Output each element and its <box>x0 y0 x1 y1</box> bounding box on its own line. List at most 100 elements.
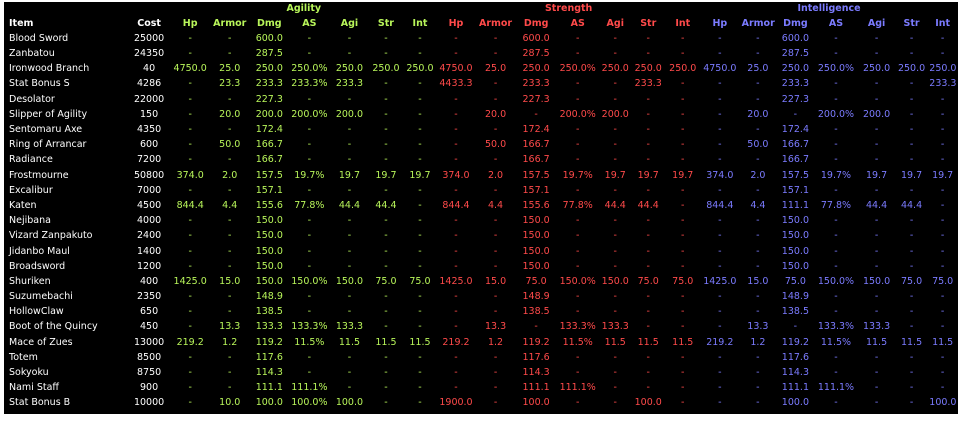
intelligence-as-cell: 133.3% <box>817 321 855 333</box>
intelligence-as-cell: - <box>834 78 838 90</box>
strength-int-cell: - <box>681 321 685 333</box>
agility-as-cell: 250.0% <box>291 63 328 75</box>
agility-hp-cell: - <box>188 48 192 60</box>
strength-hp-cell: - <box>454 215 458 227</box>
agility-str-cell: - <box>384 245 388 257</box>
strength-hp-cell: 4750.0 <box>439 63 473 75</box>
strength-as-cell: - <box>576 260 580 272</box>
strength-agi-cell: - <box>613 184 617 196</box>
intelligence-str-cell: - <box>909 154 914 166</box>
agility-agi-cell: 44.4 <box>338 199 361 211</box>
intelligence-armor-cell: - <box>756 260 760 272</box>
agility-int-cell: 250.0 <box>406 63 434 75</box>
strength-armor-cell: - <box>493 397 498 409</box>
intelligence-int-cell: 233.3 <box>929 78 957 90</box>
strength-agi-cell: - <box>613 154 617 166</box>
strength-dmg-cell: 148.9 <box>522 291 550 303</box>
intelligence-dmg-cell: 227.3 <box>781 93 809 105</box>
agility-str-cell: - <box>384 154 388 166</box>
intelligence-armor-cell: - <box>756 382 760 394</box>
strength-hp-cell: - <box>454 32 458 44</box>
strength-armor-cell: - <box>493 124 498 135</box>
intelligence-str-cell: 19.7 <box>900 169 923 181</box>
intelligence-armor-cell: - <box>756 124 760 135</box>
intelligence-armor-cell: - <box>756 397 760 409</box>
strength-armor-cell: 2.0 <box>487 169 504 181</box>
item-name: Nami Staff <box>9 382 59 394</box>
strength-agi-cell: - <box>613 215 617 227</box>
strength-agi-cell: - <box>613 351 617 363</box>
intelligence-str-cell: 250.0 <box>897 63 926 75</box>
intelligence-hp-cell: - <box>718 108 722 120</box>
intelligence-agi-cell: - <box>874 260 879 272</box>
strength-as-cell: - <box>576 154 580 166</box>
strength-as-cell: - <box>576 124 580 135</box>
item-cost: 900 <box>140 382 159 394</box>
strength-str-cell: 233.3 <box>634 78 662 90</box>
agility-dmg-cell: 119.2 <box>255 336 283 348</box>
intelligence-as-cell: - <box>834 397 838 409</box>
strength-agi-cell: - <box>613 245 617 257</box>
strength-as-cell: 200.0% <box>559 108 596 120</box>
intelligence-as-cell: - <box>834 230 838 242</box>
agility-armor-cell: - <box>228 382 232 394</box>
intelligence-as-cell: 200.0% <box>817 108 855 120</box>
header-intelligence-hp: Hp <box>712 17 728 29</box>
agility-as-cell: - <box>307 139 312 151</box>
header-agility-agi: Agi <box>340 17 359 29</box>
agility-hp-cell: - <box>188 351 192 363</box>
strength-hp-cell: 1425.0 <box>439 275 473 287</box>
strength-str-cell: - <box>646 108 650 120</box>
agility-as-cell: - <box>307 291 312 303</box>
item-cost: 4350 <box>136 124 162 135</box>
intelligence-agi-cell: - <box>874 230 879 242</box>
intelligence-as-cell: - <box>834 260 838 272</box>
intelligence-hp-cell: - <box>718 245 722 257</box>
intelligence-armor-cell: - <box>756 48 760 60</box>
agility-as-cell: - <box>307 48 312 60</box>
agility-str-cell: - <box>384 260 388 272</box>
strength-as-cell: - <box>576 397 580 409</box>
intelligence-str-cell: - <box>909 245 914 257</box>
agility-str-cell: 19.7 <box>375 169 397 181</box>
intelligence-int-cell: - <box>940 367 945 378</box>
strength-str-cell: - <box>646 139 650 151</box>
agility-str-cell: 11.5 <box>375 336 397 348</box>
agility-dmg-cell: 133.3 <box>255 321 283 333</box>
agility-int-cell: - <box>418 93 422 105</box>
table-body: Blood Sword 25000 - - 600.0 - - - - - - 600.0 - - - - - -… <box>4 31 958 411</box>
intelligence-hp-cell: - <box>718 367 722 378</box>
intelligence-armor-cell: - <box>756 306 760 318</box>
table-row: Frostmourne 50800 374.0 2.0 157.5 19.7% 19.7 19… <box>4 168 958 183</box>
strength-hp-cell: - <box>454 230 458 242</box>
intelligence-int-cell: - <box>940 306 945 318</box>
agility-hp-cell: - <box>188 397 192 409</box>
agility-str-cell: - <box>384 139 388 151</box>
strength-as-cell: - <box>576 184 580 196</box>
intelligence-armor-cell: - <box>756 230 760 242</box>
table-row: Jidanbo Maul 1400 - - 150.0 - - - - - - 150.0 - - - - - -… <box>4 244 958 259</box>
strength-dmg-cell: 166.7 <box>522 139 550 151</box>
intelligence-dmg-cell: 117.6 <box>781 351 809 363</box>
agility-dmg-cell: 150.0 <box>255 230 283 242</box>
intelligence-as-cell: - <box>834 306 838 318</box>
agility-agi-cell: - <box>347 306 352 318</box>
agility-hp-cell: - <box>188 124 192 135</box>
item-cost: 40 <box>143 63 156 75</box>
agility-hp-cell: 1425.0 <box>173 275 207 287</box>
agility-armor-cell: 2.0 <box>222 169 238 181</box>
group-agility: Agility <box>286 3 322 14</box>
intelligence-hp-cell: 844.4 <box>706 199 734 211</box>
agility-as-cell: - <box>307 184 312 196</box>
strength-as-cell: 111.1% <box>559 382 596 394</box>
strength-int-cell: - <box>681 260 685 272</box>
agility-armor-cell: 15.0 <box>219 275 241 287</box>
strength-int-cell: - <box>681 245 685 257</box>
strength-str-cell: - <box>646 306 650 318</box>
strength-hp-cell: - <box>454 139 458 151</box>
intelligence-agi-cell: - <box>874 32 879 44</box>
intelligence-hp-cell: - <box>718 321 722 333</box>
strength-as-cell: - <box>576 367 580 378</box>
intelligence-agi-cell: - <box>874 139 879 151</box>
strength-agi-cell: 200.0 <box>601 108 629 120</box>
